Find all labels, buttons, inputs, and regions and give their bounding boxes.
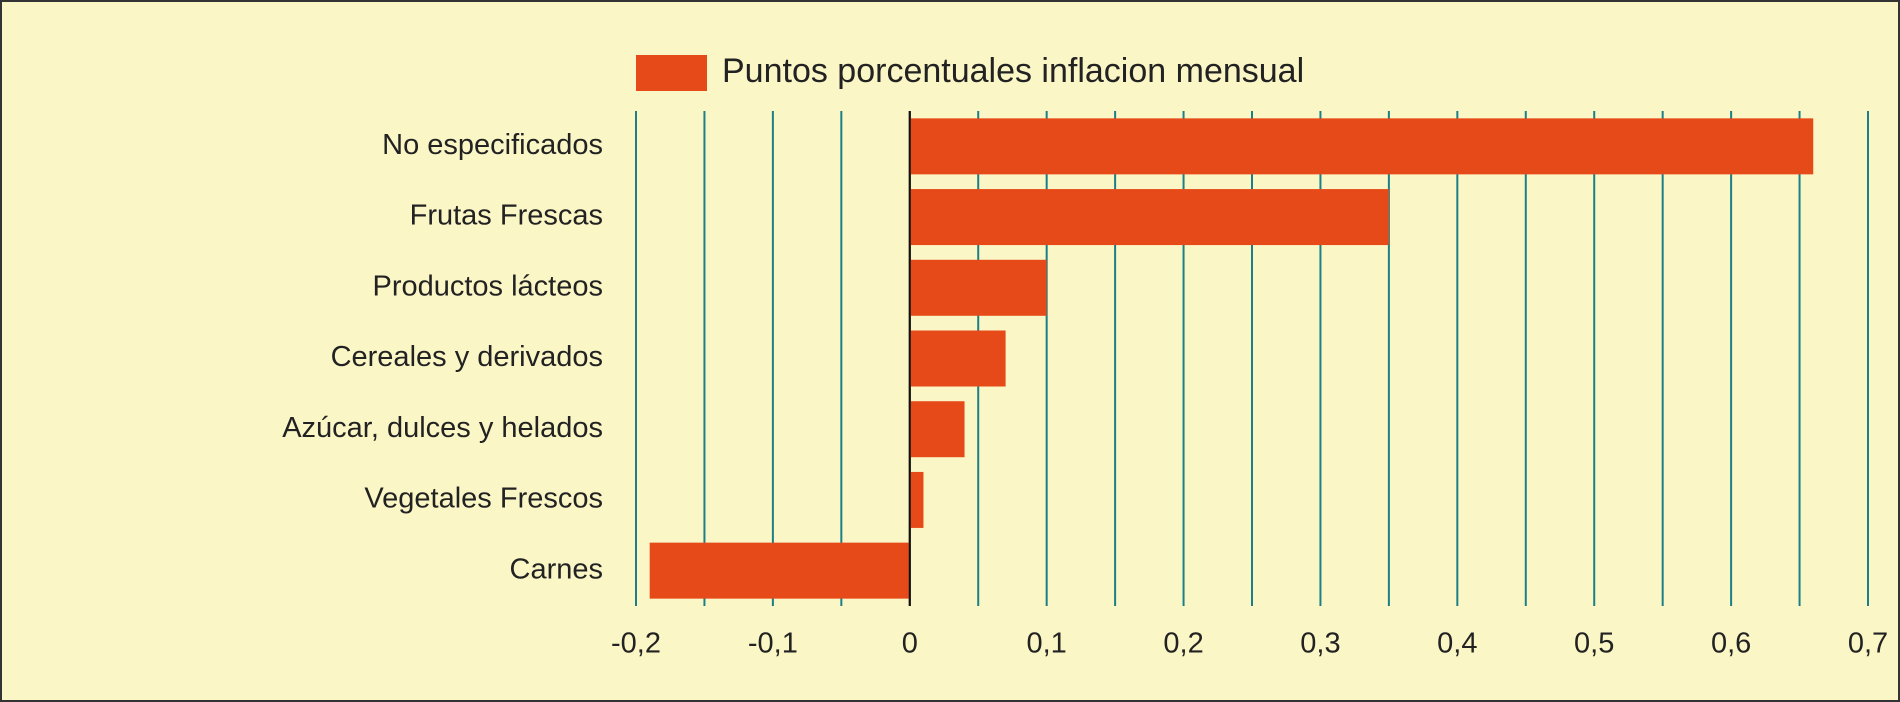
- x-tick-label: 0: [902, 628, 918, 660]
- y-tick-label: Vegetales Frescos: [364, 483, 603, 515]
- bar: [909, 189, 1389, 246]
- y-tick-label: Carnes: [510, 553, 604, 585]
- bar: [909, 330, 1006, 387]
- y-tick-label: Frutas Frescas: [410, 200, 603, 232]
- x-tick-label: 0,4: [1437, 628, 1477, 660]
- legend-swatch: [636, 55, 707, 91]
- bar: [909, 118, 1814, 175]
- legend-label: Puntos porcentuales inflacion mensual: [722, 52, 1304, 90]
- bar: [909, 401, 965, 458]
- bar: [649, 542, 910, 599]
- y-tick-label: Azúcar, dulces y helados: [282, 412, 603, 444]
- x-tick-label: 0,6: [1711, 628, 1751, 660]
- x-tick-label: 0,5: [1574, 628, 1614, 660]
- x-tick-label: 0,1: [1027, 628, 1067, 660]
- x-tick-label: 0,2: [1163, 628, 1203, 660]
- bar: [909, 471, 924, 528]
- x-tick-label: 0,7: [1848, 628, 1888, 660]
- x-tick-label: -0,2: [611, 628, 661, 660]
- y-tick-label: No especificados: [382, 129, 603, 161]
- y-tick-label: Cereales y derivados: [331, 341, 603, 373]
- y-tick-label: Productos lácteos: [372, 270, 603, 302]
- x-tick-label: 0,3: [1300, 628, 1340, 660]
- x-tick-label: -0,1: [748, 628, 798, 660]
- bar: [909, 259, 1047, 316]
